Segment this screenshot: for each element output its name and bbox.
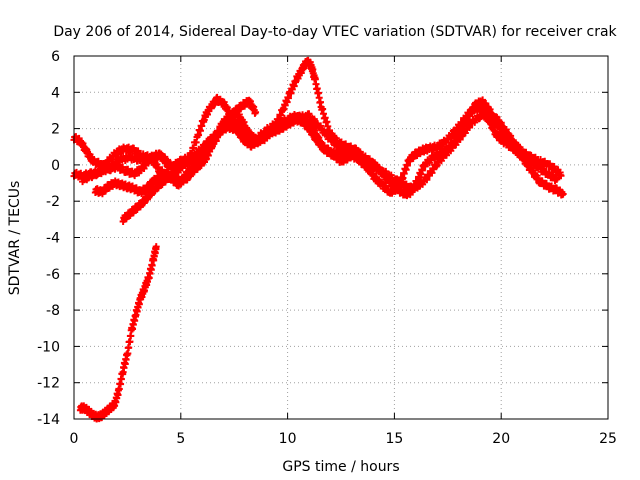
x-tick-label: 25 [599, 431, 617, 447]
x-tick-label: 0 [70, 431, 79, 447]
y-tick-label: 6 [51, 49, 60, 65]
y-axis-label: SDTVAR / TECUs [7, 181, 23, 296]
data-point [553, 175, 561, 183]
data-point [317, 122, 325, 130]
y-tick-label: 4 [51, 85, 60, 101]
data-point [369, 166, 377, 174]
data-point [557, 172, 565, 180]
y-tick-label: -12 [37, 376, 60, 392]
series-track-6 [76, 243, 160, 423]
x-tick-label: 20 [492, 431, 510, 447]
data-point [322, 128, 330, 136]
gridlines [74, 56, 608, 419]
data-point [252, 108, 260, 116]
x-tick-label: 5 [176, 431, 185, 447]
series-track-3 [79, 108, 561, 194]
x-tick-label: 15 [385, 431, 403, 447]
data-points [70, 56, 567, 423]
y-tick-label: -8 [46, 303, 60, 319]
x-axis-label: GPS time / hours [282, 459, 399, 475]
y-tick-label: 2 [51, 122, 60, 138]
data-point [152, 243, 160, 251]
axis-ticks: 0 5 10 15 20 25 -14 -12 -10 -8 -6 -4 -2 0 2 4 6 [37, 49, 617, 447]
chart-title: Day 206 of 2014, Sidereal Day-to-day VTE… [53, 24, 617, 40]
y-tick-label: -4 [46, 231, 60, 247]
y-tick-label: -2 [46, 194, 60, 210]
y-tick-label: -14 [37, 412, 60, 428]
series-track-5 [119, 113, 377, 226]
y-tick-label: -10 [37, 339, 60, 355]
y-tick-label: -6 [46, 267, 60, 283]
data-point [559, 190, 567, 198]
y-tick-label: 0 [51, 158, 60, 174]
x-tick-label: 10 [279, 431, 297, 447]
